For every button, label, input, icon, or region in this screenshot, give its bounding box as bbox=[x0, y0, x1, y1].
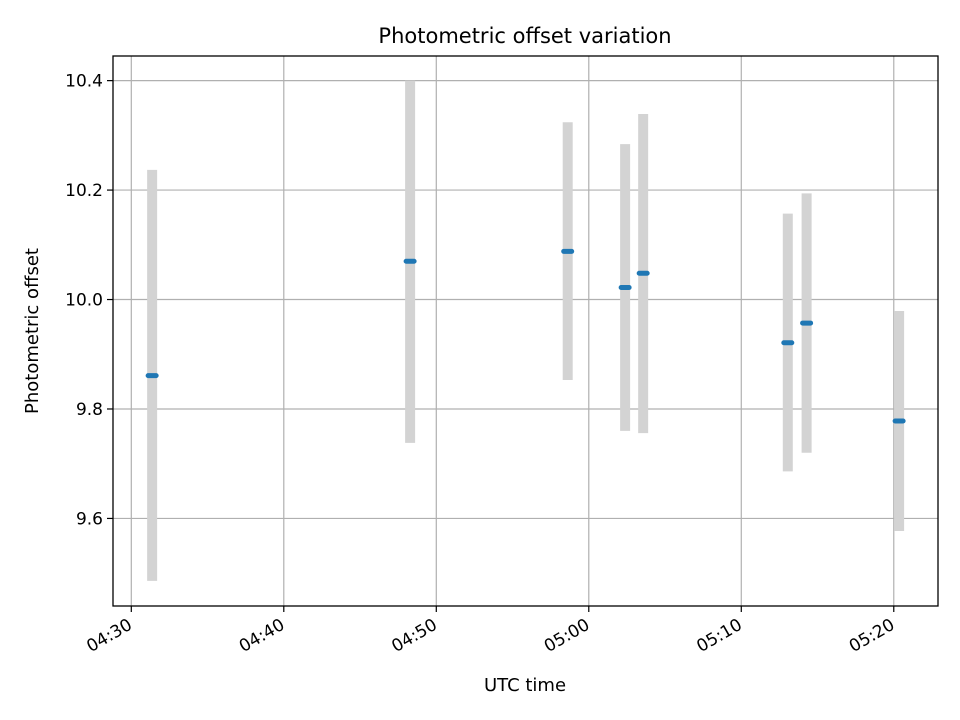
plot-frame bbox=[112, 55, 939, 607]
x-tick-label: 05:00 bbox=[541, 615, 593, 657]
y-tick-label: 10.0 bbox=[65, 291, 103, 311]
y-tick-label: 9.6 bbox=[76, 509, 103, 529]
y-tick-label: 10.4 bbox=[65, 72, 103, 92]
chart-title: Photometric offset variation bbox=[378, 24, 671, 48]
x-tick-label: 05:20 bbox=[846, 615, 898, 657]
x-tick-label: 05:10 bbox=[693, 615, 745, 657]
data-points bbox=[145, 248, 906, 424]
grid bbox=[113, 56, 938, 606]
x-tick-label: 04:40 bbox=[236, 615, 288, 657]
y-axis: 9.6 9.8 10.0 10.2 10.4 bbox=[65, 72, 113, 529]
y-axis-label: Photometric offset bbox=[22, 248, 43, 414]
y-tick-label: 9.8 bbox=[76, 400, 103, 420]
x-tick-label: 04:50 bbox=[388, 615, 440, 657]
x-axis: 04:30 04:40 04:50 05:00 05:10 05:20 bbox=[83, 606, 898, 657]
x-tick-label: 04:30 bbox=[83, 615, 135, 657]
plot-background bbox=[113, 56, 938, 606]
x-axis-label: UTC time bbox=[484, 675, 566, 696]
y-tick-label: 10.2 bbox=[65, 181, 103, 201]
